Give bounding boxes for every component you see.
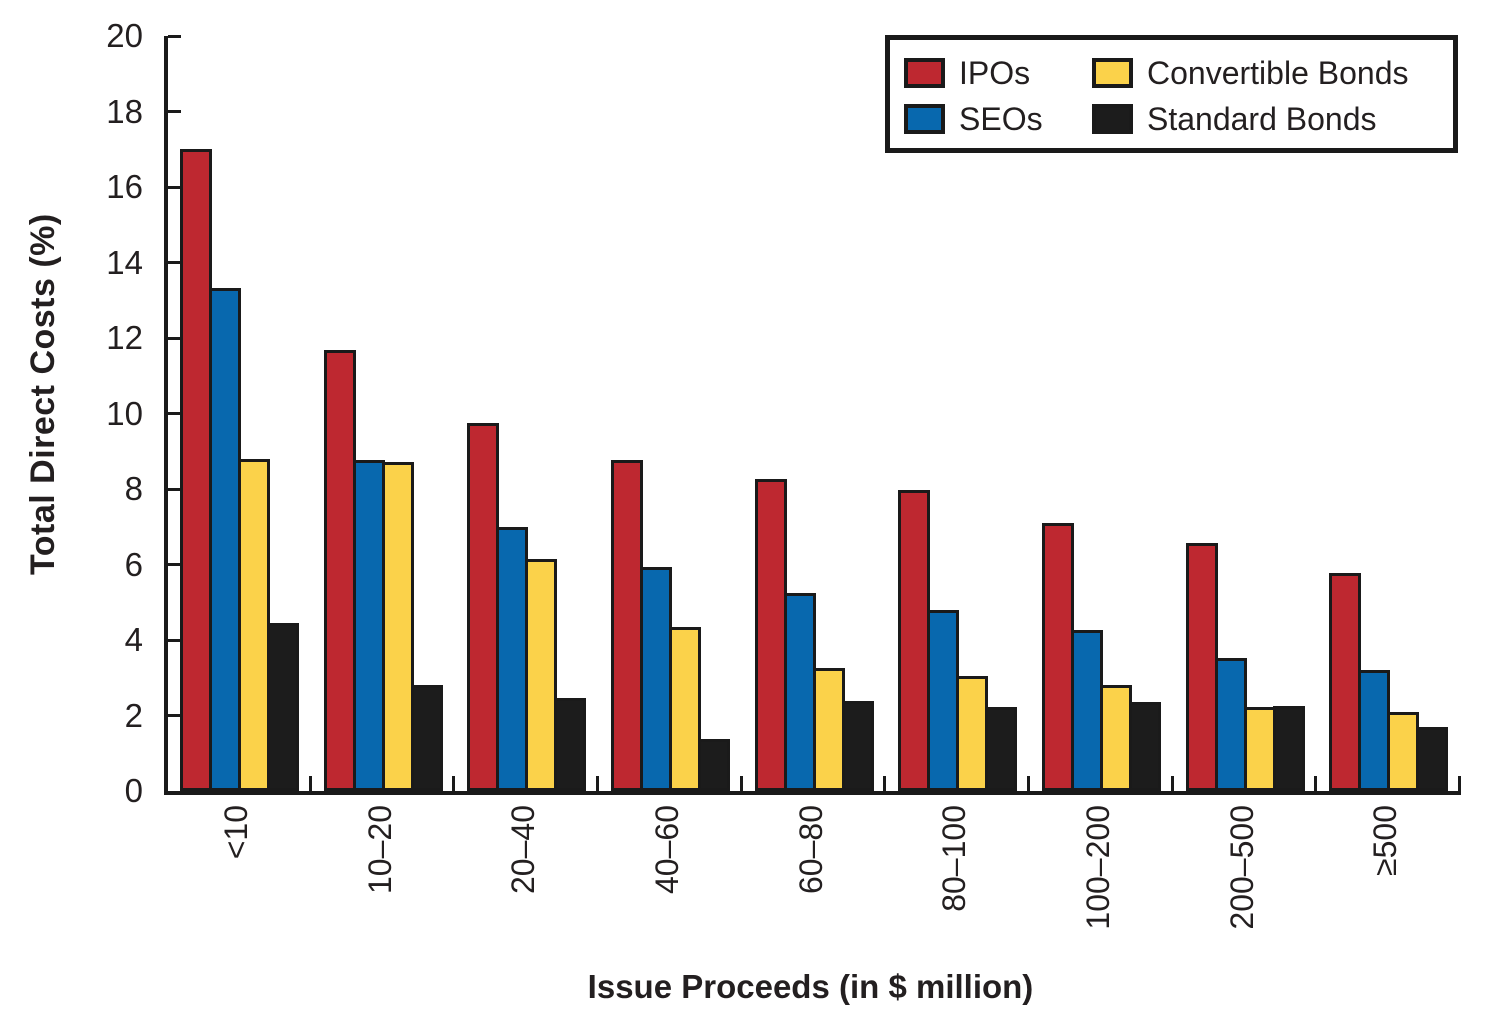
bar-standard-bonds-60-80: [841, 700, 874, 791]
x-category-label-80-100: 80–100: [936, 805, 973, 912]
legend-label-ipos: IPOs: [959, 54, 1031, 91]
x-category-label--500: ≥500: [1367, 805, 1404, 876]
bar-seos-20-40: [496, 527, 529, 791]
y-tick-4: [168, 638, 181, 642]
bar-convertible-bonds-200-500: [1243, 707, 1276, 791]
y-tick-6: [168, 563, 181, 566]
plot-area: [164, 34, 1461, 795]
x-tick-9: [1458, 776, 1461, 791]
legend-item-seos: SEOs: [904, 101, 1092, 138]
y-tick-label-0: 0: [124, 772, 143, 809]
y-tick-label-2: 2: [124, 696, 143, 734]
x-tick-6: [1027, 776, 1030, 791]
y-tick-label-14: 14: [106, 243, 143, 281]
bar-convertible-bonds-10-20: [381, 462, 414, 791]
y-tick-label-10: 10: [106, 394, 143, 432]
x-category-label-20-40: 20–40: [505, 805, 542, 894]
bar-standard-bonds-80-100: [985, 707, 1018, 791]
bar-ipos-60-80: [754, 479, 787, 791]
bar-ipos-80-100: [898, 490, 931, 791]
bar-standard-bonds-20-40: [554, 697, 587, 791]
x-category-label-40-60: 40–60: [648, 805, 685, 894]
y-tick-14: [168, 261, 181, 264]
x-tick-8: [1314, 776, 1318, 791]
bar-seos-10-20: [352, 459, 385, 791]
legend-item-standard-bonds: Standard Bonds: [1092, 101, 1453, 138]
bar-standard-bonds-100-200: [1129, 701, 1161, 791]
bar-seos--500: [1358, 670, 1391, 791]
bar-seos-40-60: [640, 567, 672, 791]
bar-standard-bonds-40-60: [698, 739, 730, 791]
x-tick-4: [739, 776, 743, 791]
bar-ipos-40-60: [611, 459, 643, 791]
legend-swatch-seos: [904, 104, 945, 134]
bar-seos-100-200: [1071, 629, 1103, 791]
legend-swatch-convertible-bonds: [1092, 58, 1133, 88]
bar-ipos--500: [1329, 573, 1362, 791]
bar-convertible-bonds--10: [238, 458, 270, 791]
bar-convertible-bonds-20-40: [525, 558, 558, 791]
legend-item-convertible-bonds: Convertible Bonds: [1092, 55, 1453, 92]
legend-label-standard-bonds: Standard Bonds: [1147, 100, 1377, 137]
y-tick-label-8: 8: [124, 470, 143, 507]
bar-convertible-bonds-80-100: [956, 676, 989, 791]
y-tick-label-20: 20: [106, 17, 143, 54]
x-category-label-200-500: 200–500: [1223, 805, 1260, 930]
bar-convertible-bonds--500: [1387, 712, 1420, 791]
x-category-label-10-20: 10–20: [361, 805, 398, 894]
bar-standard-bonds-10-20: [410, 684, 443, 791]
bar-ipos-200-500: [1185, 542, 1218, 791]
bar-convertible-bonds-100-200: [1100, 684, 1132, 791]
x-category-label-100-200: 100–200: [1079, 805, 1116, 930]
y-tick-label-12: 12: [106, 319, 143, 356]
bar-convertible-bonds-60-80: [812, 668, 845, 791]
bar-ipos-100-200: [1042, 522, 1074, 791]
y-tick-10: [168, 412, 181, 415]
bar-seos-80-100: [927, 610, 960, 791]
bar-seos-200-500: [1214, 658, 1247, 791]
y-tick-8: [168, 487, 181, 491]
bar-convertible-bonds-40-60: [669, 627, 701, 791]
legend-item-ipos: IPOs: [904, 55, 1092, 92]
bar-ipos-20-40: [467, 422, 500, 791]
bar-seos-60-80: [783, 593, 816, 791]
y-tick-label-16: 16: [106, 168, 143, 205]
legend-swatch-ipos: [904, 58, 945, 88]
x-category-label--10: <10: [217, 805, 254, 860]
bar-ipos--10: [180, 148, 212, 791]
x-tick-1: [308, 776, 312, 791]
x-category-label-60-80: 60–80: [792, 805, 829, 894]
legend-label-convertible-bonds: Convertible Bonds: [1147, 54, 1409, 91]
y-tick-label-4: 4: [124, 621, 143, 658]
bar-standard-bonds-200-500: [1272, 706, 1305, 791]
bar-ipos-10-20: [323, 349, 356, 791]
y-tick-16: [168, 185, 181, 189]
y-tick-20: [168, 34, 181, 38]
x-axis-title: Issue Proceeds (in $ million): [587, 968, 1034, 1005]
y-tick-18: [168, 110, 181, 113]
y-tick-label-6: 6: [124, 545, 143, 583]
bar-standard-bonds--10: [267, 623, 299, 791]
legend: IPOs SEOs Convertible Bonds Standard Bon…: [885, 35, 1458, 153]
y-tick-12: [168, 336, 181, 340]
y-tick-2: [168, 714, 181, 717]
bar-seos--10: [209, 287, 241, 791]
x-tick-2: [452, 776, 456, 791]
legend-swatch-standard-bonds: [1092, 104, 1133, 134]
x-tick-5: [883, 776, 887, 791]
y-tick-label-18: 18: [106, 92, 143, 130]
x-tick-7: [1170, 776, 1174, 791]
bar-standard-bonds--500: [1416, 727, 1449, 791]
x-tick-3: [596, 776, 599, 791]
legend-label-seos: SEOs: [959, 100, 1043, 137]
